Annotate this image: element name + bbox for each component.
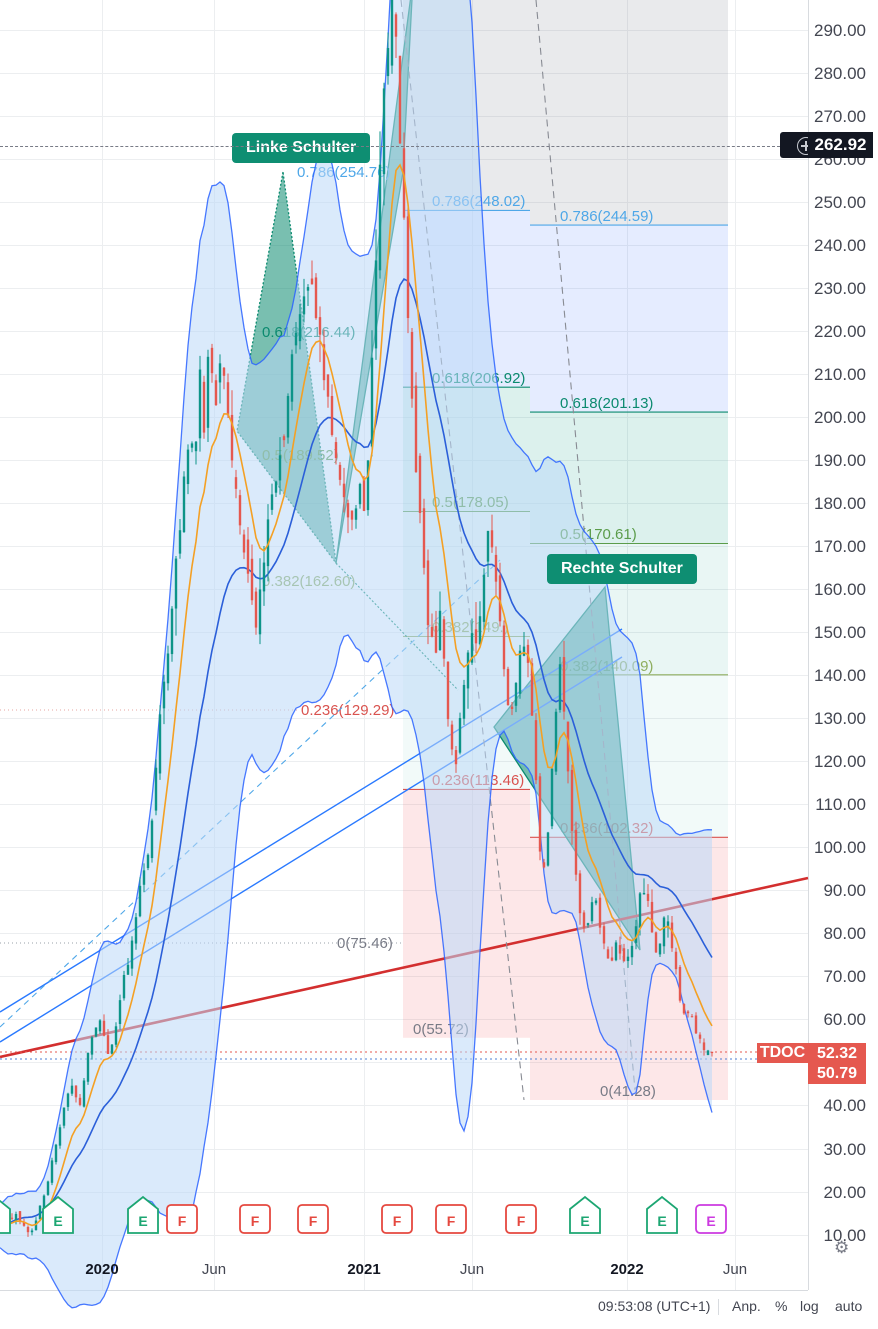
svg-text:F: F <box>393 1213 402 1229</box>
svg-text:F: F <box>447 1213 456 1229</box>
svg-text:F: F <box>178 1213 187 1229</box>
svg-text:E: E <box>706 1213 715 1229</box>
svg-text:E: E <box>138 1213 147 1229</box>
svg-text:F: F <box>251 1213 260 1229</box>
svg-text:F: F <box>517 1213 526 1229</box>
svg-text:F: F <box>309 1213 318 1229</box>
svg-text:E: E <box>53 1213 62 1229</box>
svg-text:E: E <box>580 1213 589 1229</box>
svg-text:E: E <box>657 1213 666 1229</box>
